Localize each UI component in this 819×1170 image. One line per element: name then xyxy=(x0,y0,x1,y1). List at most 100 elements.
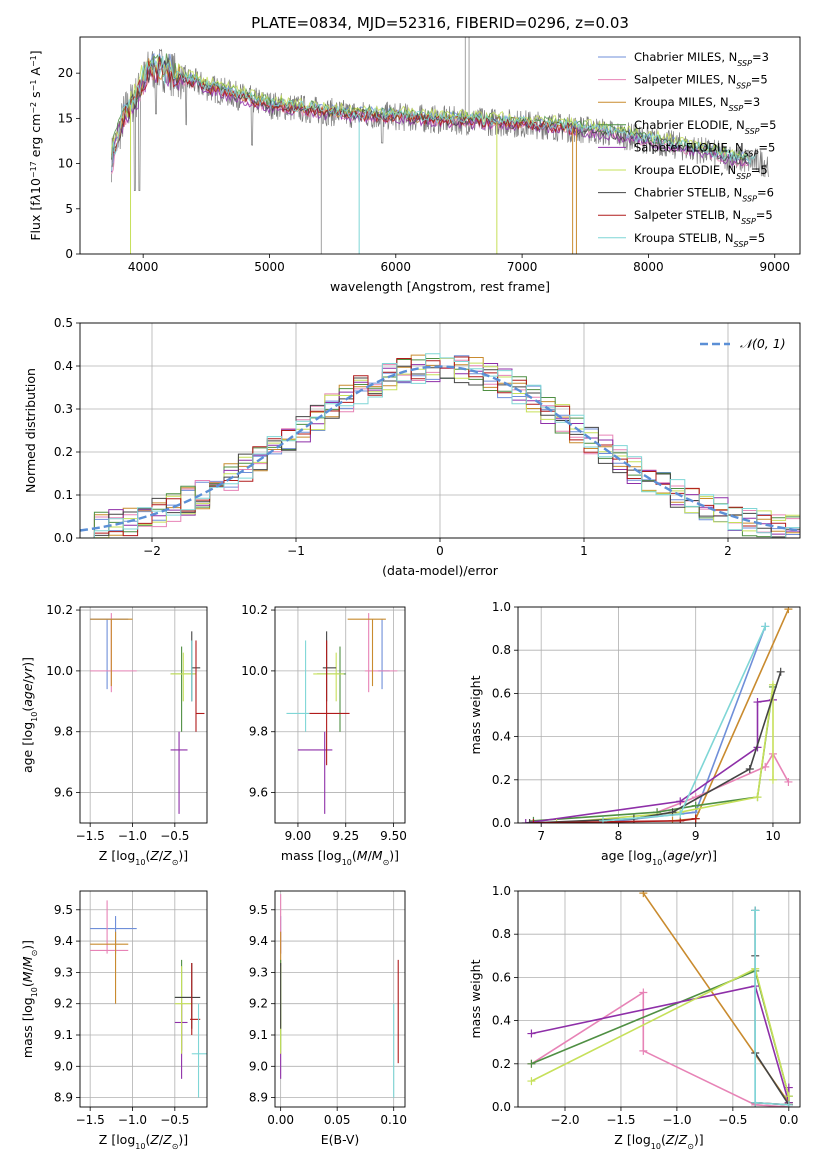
x-tick-label: −0.5 xyxy=(160,829,189,843)
x-tick-label: 9.50 xyxy=(380,829,407,843)
residual-histogram xyxy=(80,365,800,538)
weight-marker xyxy=(676,797,685,806)
weight-marker xyxy=(691,814,700,823)
legend-label: Chabrier STELIB, NSSP=6 xyxy=(634,186,774,204)
y-tick-label: 9.2 xyxy=(54,997,73,1011)
y-tick-label: 9.6 xyxy=(54,786,73,800)
model-spectrum xyxy=(111,56,756,172)
spectrum-panel: 4000 5000 6000 7000 8000 9000 0 5 10 15 20 waveleng… xyxy=(28,36,801,294)
weight-marker xyxy=(527,1077,536,1086)
weight-marker xyxy=(784,607,793,614)
y-tick-label: 9.1 xyxy=(249,1028,268,1042)
weight-line xyxy=(525,699,774,823)
y-tick-label: 0.2 xyxy=(492,773,511,787)
age-weight-panel: 7 8 9 10 0.0 0.2 0.4 0.6 0.8 1.0 age [log10(age/yr… xyxy=(468,600,801,867)
x-tick-label: −2.0 xyxy=(550,1113,579,1127)
y-tick-label: 0.4 xyxy=(492,1014,511,1028)
plot-area xyxy=(80,353,800,538)
y-tick-label: 0.5 xyxy=(54,316,73,330)
ebv-mass-panel: 0.00 0.05 0.10 8.9 9.0 9.1 9.2 9.3 9.4 9.5 E(B-V) xyxy=(249,890,407,1147)
x-tick-label: −0.5 xyxy=(718,1113,747,1127)
legend-label: Chabrier MILES, NSSP=3 xyxy=(634,50,769,68)
weight-marker xyxy=(598,816,607,823)
y-tick-label: 0.4 xyxy=(492,730,511,744)
x-tick-label: 0.05 xyxy=(324,1113,351,1127)
axes-frame xyxy=(79,322,801,539)
z-mass-panel: −1.5 −1.0 −0.5 8.9 9.0 9.1 9.2 9.3 9.4 9.5 Z [log1… xyxy=(20,890,208,1151)
axes-frame xyxy=(274,890,406,1108)
y-tick-label: 9.3 xyxy=(54,965,73,979)
legend-label: Salpeter MILES, NSSP=5 xyxy=(634,73,768,91)
y-axis-label: mass weight xyxy=(468,675,483,754)
y-tick-label: 5 xyxy=(65,202,73,216)
y-tick-label: 9.6 xyxy=(249,786,268,800)
legend-label: Salpeter ELODIE, NSSP=5 xyxy=(634,140,775,158)
y-axis-label: Normed distribution xyxy=(23,368,38,493)
x-tick-label: 6000 xyxy=(381,260,412,274)
y-tick-label: 9.0 xyxy=(249,1059,268,1073)
legend-label: Kroupa ELODIE, NSSP=5 xyxy=(634,163,768,181)
x-tick-label: 9 xyxy=(692,829,700,843)
weight-marker xyxy=(761,622,770,631)
y-tick-label: 0.0 xyxy=(492,1100,511,1114)
spectrum-legend: Chabrier MILES, NSSP=3 Salpeter MILES, NS… xyxy=(598,50,776,248)
x-tick-label: 5000 xyxy=(254,260,285,274)
weight-line xyxy=(602,626,766,822)
x-axis-label: E(B-V) xyxy=(321,1132,360,1147)
residual-histogram xyxy=(80,353,800,538)
x-axis-label: Z [log10(Z/Z⊙)] xyxy=(99,848,188,867)
x-tick-label: 0.10 xyxy=(380,1113,407,1127)
x-tick-label: 0.00 xyxy=(267,1113,294,1127)
plot-area xyxy=(280,894,399,1098)
weight-marker xyxy=(768,775,777,784)
x-axis-label: mass [log10(M/M⊙)] xyxy=(281,848,399,867)
weight-marker xyxy=(768,680,777,689)
weight-marker xyxy=(527,1059,536,1068)
weight-marker xyxy=(751,1098,760,1107)
legend-label: Kroupa STELIB, NSSP=5 xyxy=(634,231,765,249)
y-tick-label: 9.8 xyxy=(249,725,268,739)
y-tick-label: 0.8 xyxy=(492,927,511,941)
x-tick-label: 8000 xyxy=(633,260,664,274)
mass-age-panel: 9.00 9.25 9.50 9.6 9.8 10.0 10.2 mass [log10(M/… xyxy=(241,603,407,866)
x-axis-label: (data-model)/error xyxy=(382,563,499,578)
y-tick-label: 0.3 xyxy=(54,402,73,416)
x-tick-label: 7 xyxy=(537,829,545,843)
x-tick-label: 9000 xyxy=(759,260,790,274)
x-axis-label: age [log10(age/yr)] xyxy=(601,848,717,867)
y-axis-label: mass weight xyxy=(468,959,483,1038)
y-tick-label: 9.4 xyxy=(54,934,73,948)
axes-frame xyxy=(274,606,406,824)
x-tick-label: 8 xyxy=(615,829,623,843)
weight-marker xyxy=(753,698,762,707)
weight-line xyxy=(556,684,774,823)
axes-frame xyxy=(79,606,208,824)
x-tick-label: 0.0 xyxy=(779,1113,798,1127)
y-tick-label: 9.0 xyxy=(54,1059,73,1073)
axes-frame xyxy=(79,36,801,255)
model-spectrum xyxy=(111,60,749,173)
y-tick-label: 1.0 xyxy=(492,600,511,614)
y-tick-label: 1.0 xyxy=(492,884,511,898)
y-tick-label: 9.4 xyxy=(249,934,268,948)
weight-marker xyxy=(784,1092,793,1101)
y-tick-label: 15 xyxy=(58,111,73,125)
x-tick-label: 9.00 xyxy=(285,829,312,843)
y-tick-label: 0 xyxy=(65,247,73,261)
model-spectrum xyxy=(111,58,576,156)
axes-frame xyxy=(517,890,801,1108)
y-tick-label: 9.2 xyxy=(249,997,268,1011)
weight-marker xyxy=(639,988,648,997)
y-tick-label: 10.2 xyxy=(46,603,73,617)
x-axis-label: wavelength [Angstrom, rest frame] xyxy=(330,279,550,294)
weight-marker xyxy=(776,667,785,676)
y-tick-label: 0.0 xyxy=(492,816,511,830)
y-axis-label: mass [log10(M/M⊙)] xyxy=(20,940,39,1058)
gaussian-curve xyxy=(80,365,800,532)
weight-line xyxy=(531,967,790,1105)
y-tick-label: 0.2 xyxy=(492,1057,511,1071)
z-weight-panel: −2.0 −1.5 −1.0 −0.5 0.0 0.0 0.2 0.4 0.6 0.8 1.0 Z [… xyxy=(468,884,801,1151)
x-tick-label: 1 xyxy=(580,544,588,558)
y-tick-label: 0.2 xyxy=(54,445,73,459)
